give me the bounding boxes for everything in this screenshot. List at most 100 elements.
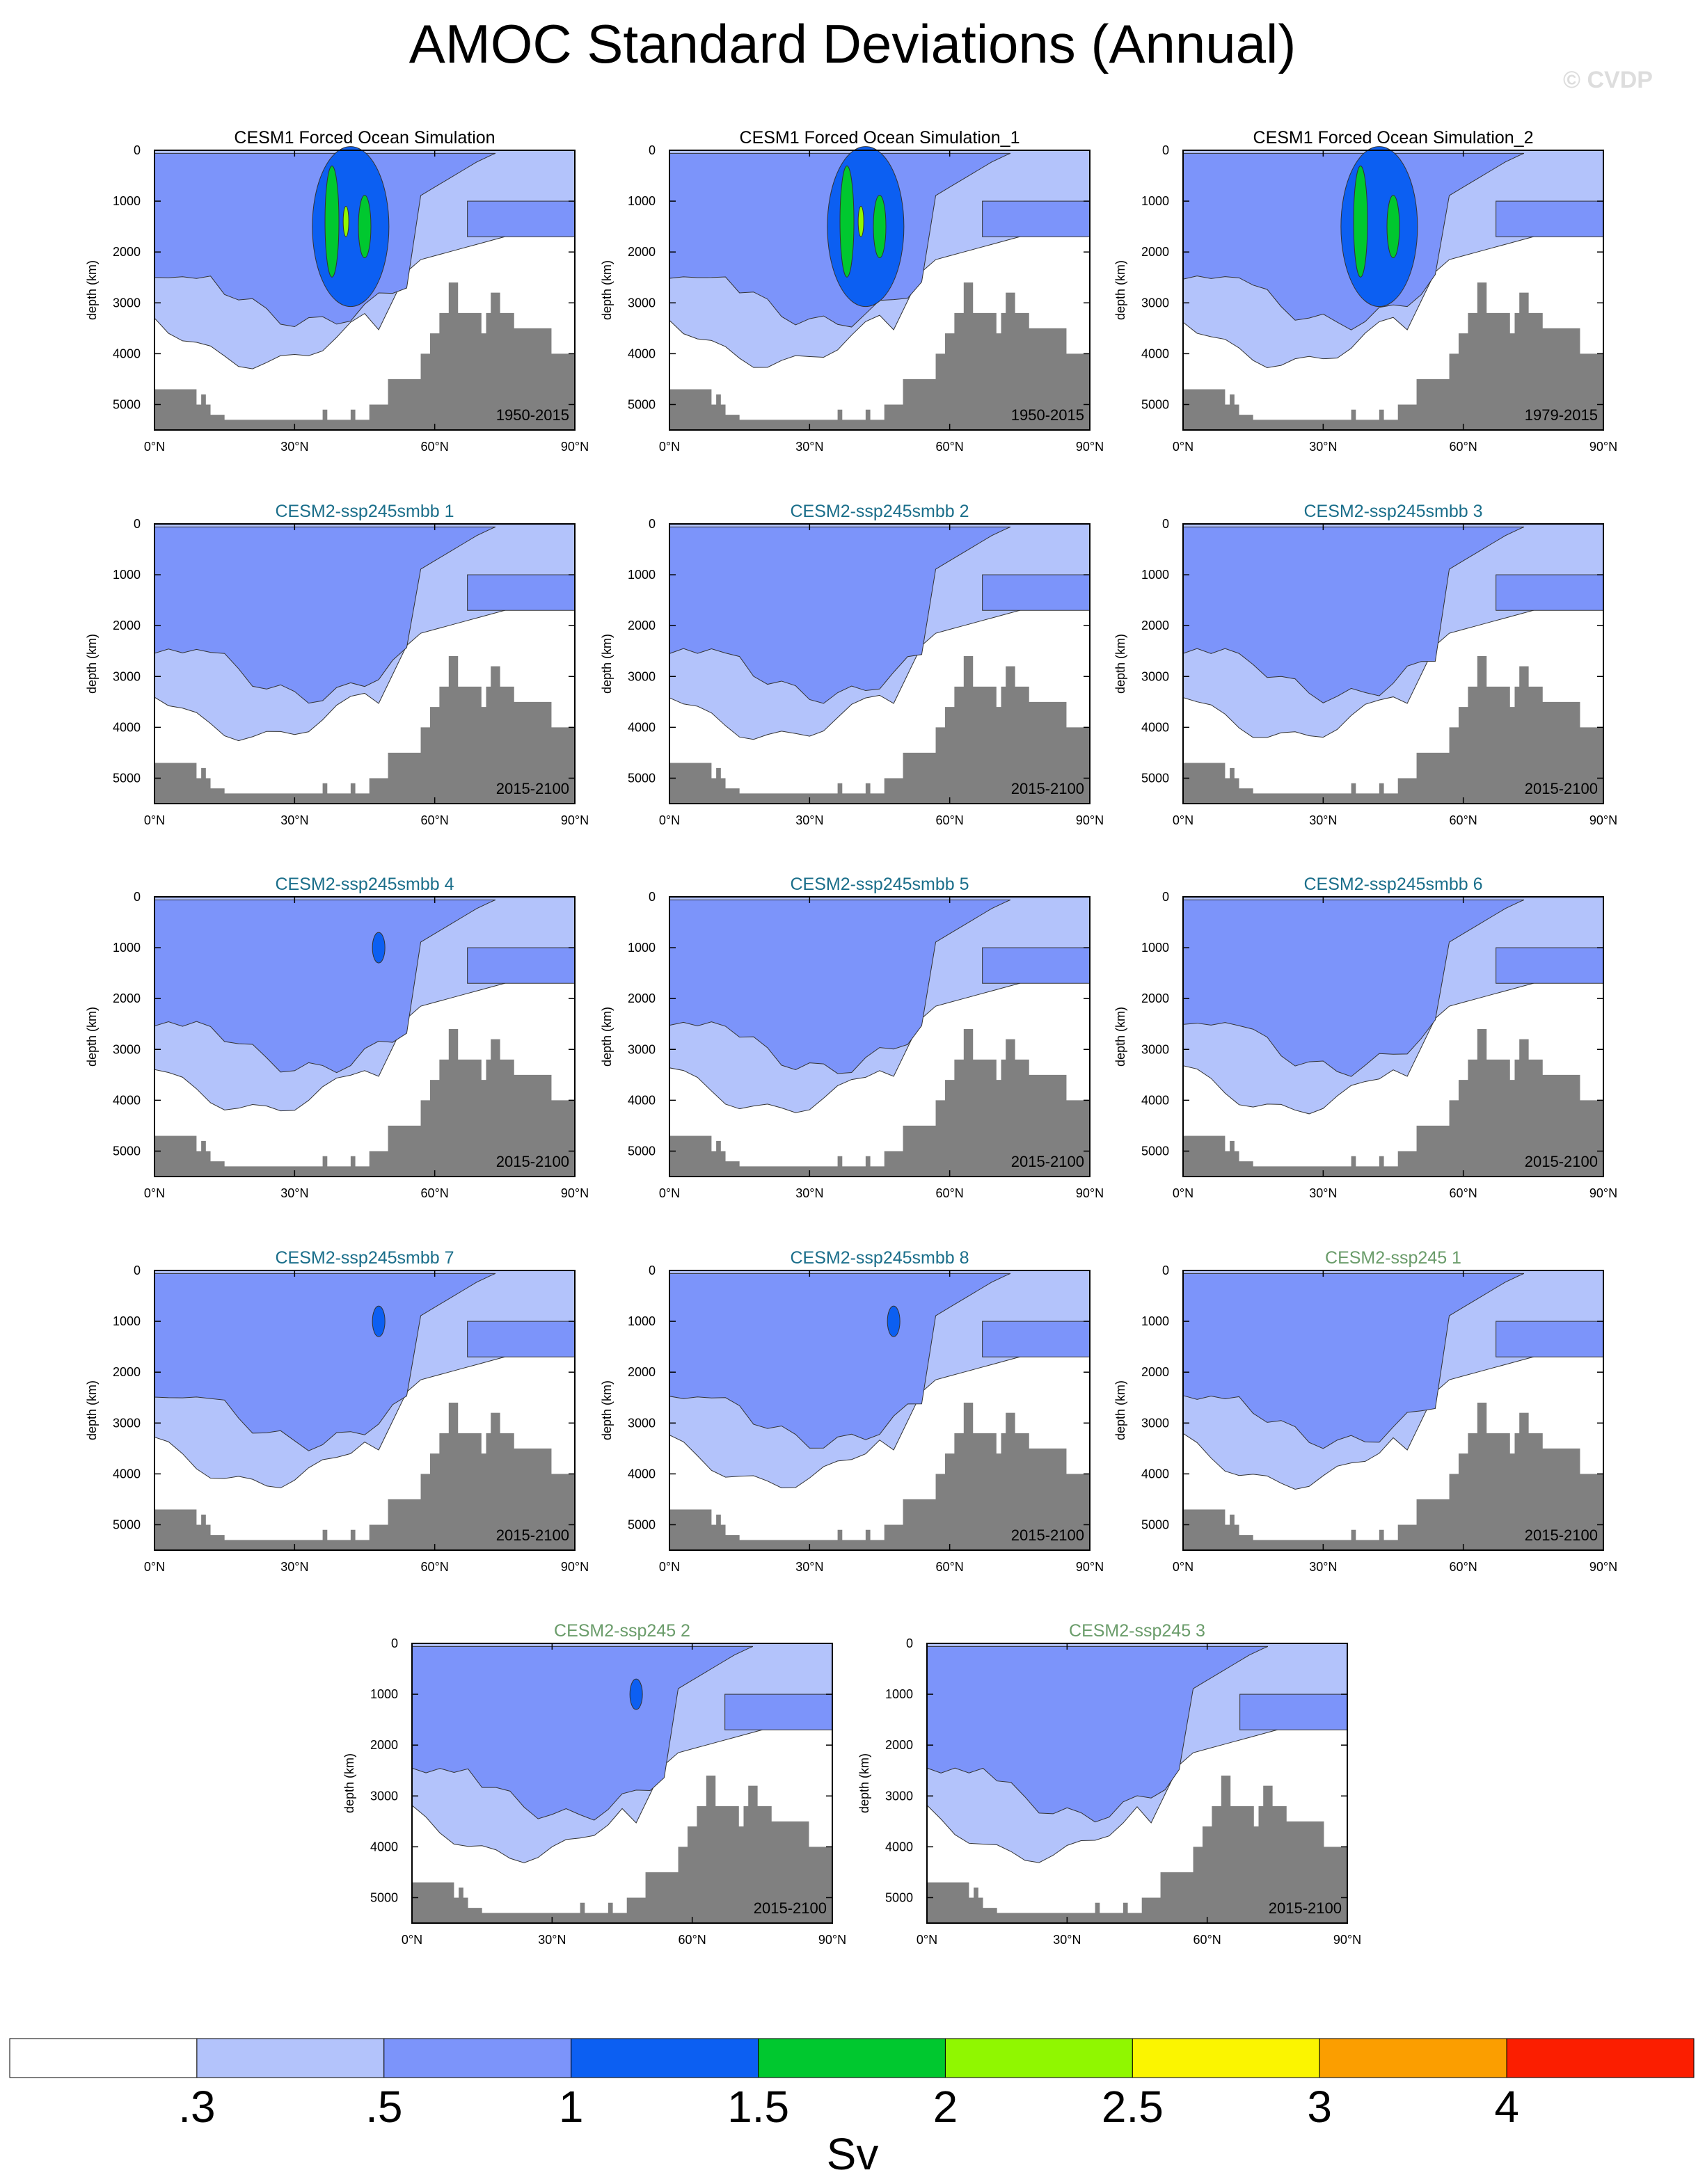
- x-tick-label: 30°N: [1309, 1186, 1337, 1200]
- y-tick-label: 3000: [113, 296, 141, 310]
- panel-title: CESM2-ssp245smbb 2: [790, 502, 969, 521]
- period-label: 2015-2100: [1011, 780, 1084, 797]
- period-label: 2015-2100: [1011, 1153, 1084, 1170]
- panel-title: CESM1 Forced Ocean Simulation_2: [1253, 128, 1534, 148]
- figure-title: AMOC Standard Deviations (Annual): [409, 13, 1296, 74]
- y-tick-label: 2000: [113, 1365, 141, 1379]
- y-tick-label: 1000: [1141, 194, 1169, 208]
- colorbar-swatch: [1319, 2038, 1507, 2078]
- x-tick-label: 0°N: [659, 813, 680, 827]
- contour-band-15-2: [1353, 165, 1368, 278]
- bathymetry: [154, 282, 575, 430]
- y-tick-label: 4000: [1141, 1093, 1169, 1107]
- y-tick-label: 0: [649, 517, 656, 531]
- x-tick-label: 30°N: [1309, 440, 1337, 454]
- contour-band-highlat: [1496, 947, 1604, 984]
- y-axis-label: depth (km): [1113, 1007, 1127, 1067]
- bathymetry: [154, 656, 575, 804]
- x-tick-label: 60°N: [1194, 1933, 1221, 1947]
- contour-band-highlat: [467, 574, 576, 611]
- y-tick-label: 2000: [628, 619, 656, 632]
- contour-band-05-1: [154, 526, 496, 704]
- panel-3: 0 1000 2000 3000 4000 5000 0°N 30°N 60°N 90°N dept…: [1113, 128, 1617, 454]
- y-tick-label: 3000: [1141, 669, 1169, 683]
- colorbar-swatch: [1132, 2038, 1320, 2078]
- panel-title: CESM2-ssp245 3: [1069, 1621, 1205, 1641]
- y-tick-label: 0: [1162, 517, 1169, 531]
- x-tick-label: 90°N: [561, 1186, 589, 1200]
- x-tick-label: 90°N: [561, 440, 589, 454]
- y-tick-label: 0: [134, 143, 141, 157]
- y-tick-label: 2000: [113, 245, 141, 259]
- x-tick-label: 0°N: [1173, 1560, 1194, 1574]
- y-tick-label: 5000: [1141, 397, 1169, 411]
- y-tick-label: 5000: [885, 1890, 913, 1904]
- contour-band-15-2: [873, 195, 887, 259]
- panel-frame: [669, 523, 1091, 804]
- y-tick-label: 0: [649, 1264, 656, 1277]
- y-tick-label: 2000: [628, 991, 656, 1005]
- bathymetry: [927, 1776, 1347, 1923]
- x-tick-label: 0°N: [1173, 1186, 1194, 1200]
- y-axis-label: depth (km): [85, 260, 99, 320]
- colorbar-label: 1: [559, 2082, 584, 2132]
- y-tick-label: 4000: [885, 1840, 913, 1854]
- colorbar-swatch: [9, 2038, 198, 2078]
- period-label: 2015-2100: [1525, 1153, 1598, 1170]
- x-tick-label: 60°N: [421, 1560, 449, 1574]
- panel-14: 0 1000 2000 3000 4000 5000 0°N 30°N 60°N 90°N dept…: [857, 1621, 1361, 1947]
- period-label: 1950-2015: [1011, 406, 1084, 424]
- period-label: 2015-2100: [754, 1899, 827, 1917]
- panel-title: CESM2-ssp245smbb 6: [1303, 875, 1482, 894]
- y-tick-label: 3000: [370, 1789, 398, 1803]
- contour-band-05-1: [669, 526, 1011, 704]
- y-tick-label: 5000: [628, 771, 656, 785]
- y-axis-label: depth (km): [85, 634, 99, 694]
- x-tick-label: 90°N: [1333, 1933, 1361, 1947]
- colorbar-label: 2.5: [1102, 2082, 1164, 2132]
- contour-band-1-15: [629, 1678, 643, 1710]
- x-tick-label: 0°N: [144, 813, 165, 827]
- panel-frame: [1182, 896, 1604, 1177]
- x-tick-label: 30°N: [795, 1560, 823, 1574]
- bathymetry: [412, 1776, 832, 1923]
- y-axis-label: depth (km): [600, 260, 614, 320]
- period-label: 2015-2100: [496, 780, 569, 797]
- x-tick-label: 90°N: [561, 1560, 589, 1574]
- panel-frame: [669, 150, 1091, 431]
- y-tick-label: 0: [1162, 143, 1169, 157]
- bathymetry: [154, 1403, 575, 1550]
- panel-frame: [669, 1270, 1091, 1551]
- bathymetry: [669, 656, 1090, 804]
- y-tick-label: 1000: [628, 568, 656, 582]
- y-tick-label: 0: [134, 517, 141, 531]
- colorbar-swatch: [196, 2038, 385, 2078]
- contour-band-05-1: [669, 1273, 1011, 1449]
- x-tick-label: 30°N: [280, 1560, 308, 1574]
- bathymetry: [669, 1403, 1090, 1550]
- x-tick-label: 90°N: [1076, 440, 1104, 454]
- contour-band-highlat: [467, 947, 576, 984]
- panel-title: CESM2-ssp245smbb 1: [275, 502, 454, 521]
- y-tick-label: 3000: [628, 296, 656, 310]
- y-axis-label: depth (km): [1113, 1380, 1127, 1440]
- colorbar-label: 3: [1307, 2082, 1332, 2132]
- y-tick-label: 3000: [628, 1416, 656, 1430]
- y-tick-label: 5000: [628, 1144, 656, 1158]
- x-tick-label: 30°N: [795, 813, 823, 827]
- panel-13: 0 1000 2000 3000 4000 5000 0°N 30°N 60°N 90°N dept…: [342, 1621, 846, 1947]
- x-tick-label: 30°N: [795, 440, 823, 454]
- x-tick-label: 30°N: [795, 1186, 823, 1200]
- y-tick-label: 0: [649, 890, 656, 904]
- contour-band-highlat: [467, 200, 576, 237]
- y-tick-label: 2000: [1141, 991, 1169, 1005]
- contour-band-05-1: [1182, 526, 1525, 703]
- y-tick-label: 0: [134, 890, 141, 904]
- y-tick-label: 1000: [113, 568, 141, 582]
- colorbar-label: 4: [1494, 2082, 1519, 2132]
- colorbar-swatch: [944, 2038, 1133, 2078]
- panel-title: CESM2-ssp245 2: [554, 1621, 690, 1641]
- contour-band-1-15: [887, 1305, 901, 1337]
- y-tick-label: 1000: [1141, 941, 1169, 955]
- y-tick-label: 1000: [113, 941, 141, 955]
